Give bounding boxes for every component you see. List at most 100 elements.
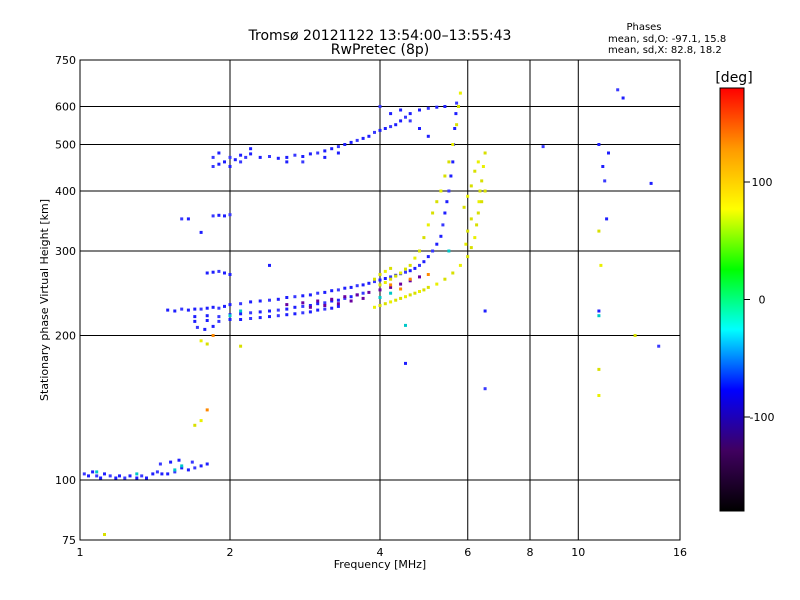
data-point	[413, 266, 417, 270]
data-point	[186, 217, 190, 221]
data-point	[186, 468, 190, 472]
data-point	[378, 283, 382, 287]
data-point	[330, 147, 334, 151]
data-point	[193, 466, 197, 470]
data-point	[211, 270, 215, 274]
data-point	[199, 307, 203, 311]
data-point	[173, 470, 177, 474]
data-point	[480, 179, 484, 183]
data-point	[451, 143, 455, 146]
data-point	[199, 230, 203, 234]
data-point	[211, 334, 215, 337]
data-point	[323, 301, 327, 305]
data-point	[408, 293, 412, 297]
data-point	[431, 211, 435, 215]
data-point	[135, 476, 139, 480]
chart-subtitle: RwPretec (8p)	[331, 42, 429, 58]
data-point	[193, 307, 197, 311]
data-point	[268, 309, 271, 313]
data-point	[233, 158, 237, 162]
data-point	[355, 293, 359, 297]
data-point	[145, 476, 148, 480]
data-point	[193, 315, 197, 319]
data-point	[330, 289, 334, 293]
data-point	[285, 303, 289, 307]
data-point	[268, 263, 271, 267]
data-point	[336, 304, 340, 308]
data-point	[422, 236, 426, 240]
data-point	[383, 302, 387, 306]
data-point	[367, 281, 371, 285]
data-point	[426, 273, 430, 276]
data-point	[404, 295, 407, 299]
data-point	[458, 263, 462, 267]
data-point	[603, 179, 607, 183]
data-point	[308, 304, 312, 307]
data-point	[389, 283, 393, 287]
data-point	[426, 223, 430, 227]
data-point	[193, 319, 197, 323]
data-point	[228, 318, 232, 321]
data-point	[205, 408, 209, 412]
data-point	[441, 223, 445, 227]
data-point	[418, 263, 421, 267]
data-point	[186, 308, 190, 312]
data-point	[373, 305, 376, 309]
data-point	[483, 387, 487, 391]
data-point	[453, 127, 457, 130]
data-point	[301, 160, 305, 164]
data-point	[367, 290, 371, 294]
data-point	[413, 256, 417, 260]
data-point	[249, 300, 253, 304]
data-point	[378, 105, 382, 108]
data-point	[361, 291, 365, 295]
data-point	[597, 394, 601, 397]
data-point	[458, 91, 462, 95]
data-point	[469, 246, 473, 250]
data-point	[349, 140, 353, 144]
data-point	[480, 200, 484, 204]
colorbar	[719, 87, 745, 512]
data-point	[308, 310, 312, 314]
data-point	[308, 293, 312, 297]
data-point	[633, 334, 637, 337]
data-point	[268, 298, 271, 302]
colorbar-tick-label: -100	[750, 411, 775, 424]
data-point	[199, 464, 203, 468]
data-point	[435, 282, 439, 286]
data-point	[404, 115, 407, 119]
data-point	[418, 108, 421, 112]
data-point	[99, 476, 103, 480]
data-point	[649, 181, 653, 185]
data-point	[180, 307, 184, 311]
data-point	[389, 275, 393, 279]
data-point	[466, 194, 470, 198]
data-point	[451, 160, 455, 164]
data-point	[223, 160, 226, 164]
x-tick-label: 1	[77, 546, 84, 559]
data-point	[205, 271, 209, 275]
data-point	[223, 304, 226, 308]
data-point	[367, 134, 371, 138]
data-point	[657, 344, 661, 348]
data-point	[399, 282, 403, 286]
data-point	[301, 301, 305, 305]
data-point	[228, 303, 232, 307]
data-point	[91, 470, 95, 474]
data-point	[249, 147, 253, 151]
data-point	[285, 296, 289, 299]
data-point	[361, 283, 365, 287]
y-tick-label: 200	[55, 330, 76, 343]
data-point	[443, 174, 447, 178]
data-point	[199, 339, 203, 343]
data-point	[217, 162, 221, 166]
data-point	[276, 308, 280, 312]
data-point	[316, 291, 320, 295]
data-point	[394, 298, 398, 302]
y-tick-label: 600	[55, 101, 76, 114]
data-point	[114, 476, 118, 480]
data-point	[217, 151, 221, 155]
data-point	[323, 304, 327, 307]
data-point	[418, 290, 421, 293]
